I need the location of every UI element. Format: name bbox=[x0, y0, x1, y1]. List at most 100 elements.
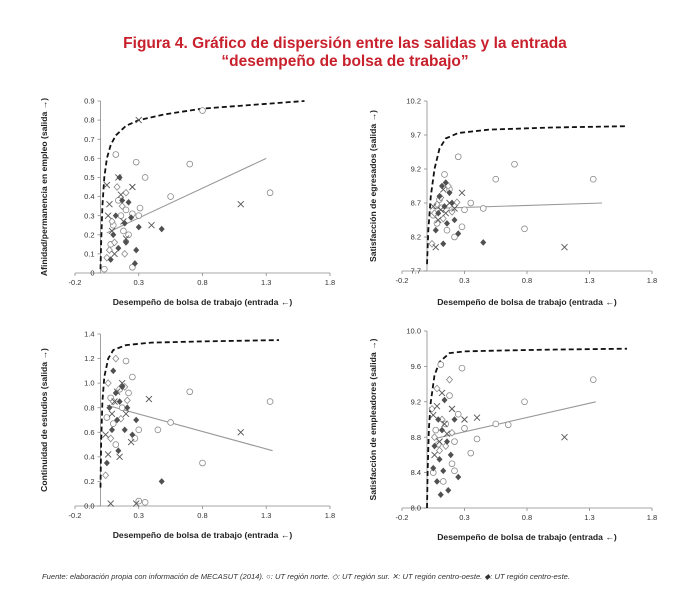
x-tick-label: 1.8 bbox=[325, 278, 335, 287]
x-tick-label: 0.8 bbox=[197, 511, 207, 520]
point-diamond-open bbox=[447, 376, 453, 383]
point-circle bbox=[168, 194, 174, 200]
point-diamond bbox=[437, 456, 443, 463]
point-circle bbox=[444, 227, 450, 233]
point-diamond bbox=[448, 452, 454, 459]
y-tick-label: 0.3 bbox=[84, 211, 94, 220]
point-circle bbox=[142, 499, 148, 505]
point-circle bbox=[459, 365, 465, 371]
y-tick-label: 0.8 bbox=[84, 403, 94, 412]
y-tick-label: 10.2 bbox=[406, 97, 421, 106]
point-diamond bbox=[117, 398, 123, 405]
point-x bbox=[562, 244, 568, 250]
point-circle bbox=[474, 436, 480, 442]
point-diamond bbox=[445, 487, 451, 494]
point-diamond bbox=[133, 417, 139, 424]
point-diamond bbox=[113, 212, 119, 219]
point-circle bbox=[522, 399, 528, 405]
point-x bbox=[149, 222, 155, 228]
y-tick-label: 0.9 bbox=[84, 97, 94, 106]
point-circle bbox=[438, 362, 444, 368]
point-diamond bbox=[442, 397, 448, 404]
point-x bbox=[238, 429, 244, 435]
y-tick-label: 0.4 bbox=[84, 452, 94, 461]
point-diamond-open bbox=[122, 251, 128, 258]
point-diamond-open bbox=[113, 355, 119, 362]
point-x bbox=[109, 411, 115, 417]
point-diamond bbox=[444, 220, 450, 227]
x-axis-label: Desempeño de bolsa de trabajo (entrada ←… bbox=[437, 532, 617, 542]
point-x bbox=[112, 251, 118, 257]
point-circle bbox=[101, 266, 107, 272]
point-circle bbox=[452, 439, 458, 445]
point-circle bbox=[449, 461, 455, 467]
y-axis-label: Satisfacción de egresados (salida →) bbox=[368, 110, 378, 262]
point-circle bbox=[104, 415, 110, 421]
y-tick-label: 0.6 bbox=[84, 154, 94, 163]
point-circle bbox=[442, 172, 448, 178]
point-diamond-open bbox=[454, 199, 460, 206]
point-circle bbox=[113, 442, 119, 448]
y-tick-label: 1.0 bbox=[84, 379, 94, 388]
point-x bbox=[129, 184, 135, 190]
point-x bbox=[238, 201, 244, 207]
point-x bbox=[430, 412, 436, 418]
point-x bbox=[474, 415, 480, 421]
point-diamond-open bbox=[124, 397, 130, 404]
scatter-charts: 00.10.20.30.40.50.60.70.80.9-0.20.30.81.… bbox=[0, 0, 690, 604]
point-circle bbox=[118, 213, 124, 219]
point-diamond bbox=[133, 247, 139, 254]
point-circle bbox=[440, 479, 446, 485]
y-tick-label: 7.7 bbox=[411, 267, 421, 276]
y-tick-label: 0 bbox=[90, 269, 94, 278]
point-circle bbox=[443, 421, 449, 427]
source-prefix: Fuente: elaboración propia con informaci… bbox=[42, 572, 201, 581]
point-circle bbox=[187, 389, 193, 395]
point-diamond bbox=[159, 226, 165, 233]
y-tick-label: 0.2 bbox=[84, 477, 94, 486]
point-diamond-open bbox=[103, 472, 109, 479]
point-circle bbox=[512, 161, 518, 167]
chart-panel-4: 8.08.48.89.29.610.0-0.20.30.81.31.8Desem… bbox=[368, 327, 657, 542]
point-diamond-open bbox=[106, 247, 112, 254]
point-circle bbox=[113, 152, 119, 158]
point-x bbox=[105, 213, 111, 219]
source-note: Fuente: elaboración propia con informaci… bbox=[42, 572, 570, 581]
point-x bbox=[462, 417, 468, 423]
point-circle bbox=[590, 377, 596, 383]
x-tick-label: 1.3 bbox=[584, 513, 594, 522]
x-tick-label: 1.3 bbox=[584, 276, 594, 285]
point-x bbox=[459, 190, 465, 196]
point-x bbox=[104, 182, 110, 188]
point-diamond bbox=[438, 491, 444, 498]
y-tick-label: 8.7 bbox=[411, 199, 421, 208]
y-tick-label: 1.2 bbox=[84, 354, 94, 363]
x-tick-label: -0.2 bbox=[69, 278, 82, 287]
x-tick-label: 1.3 bbox=[261, 278, 271, 287]
trend-line bbox=[433, 402, 596, 439]
point-diamond bbox=[159, 478, 165, 485]
point-x bbox=[105, 451, 111, 457]
y-tick-label: 0.2 bbox=[84, 230, 94, 239]
point-diamond bbox=[452, 217, 458, 224]
y-tick-label: 9.6 bbox=[411, 362, 421, 371]
y-tick-label: 0.0 bbox=[84, 502, 94, 511]
point-diamond-open bbox=[105, 380, 111, 387]
point-diamond bbox=[115, 245, 121, 252]
point-circle bbox=[462, 425, 468, 431]
point-diamond bbox=[480, 239, 486, 246]
y-tick-label: 0.1 bbox=[84, 249, 94, 258]
chart-panel-3: 0.00.20.40.60.81.01.21.4-0.20.30.81.31.8… bbox=[39, 330, 335, 540]
point-diamond bbox=[440, 241, 446, 248]
point-circle bbox=[468, 450, 474, 456]
point-circle bbox=[447, 393, 453, 399]
point-x bbox=[146, 396, 152, 402]
source-mecasut: MECASUT bbox=[201, 572, 238, 581]
point-diamond bbox=[455, 474, 461, 481]
x-tick-label: 1.8 bbox=[647, 513, 657, 522]
trend-line bbox=[107, 158, 266, 233]
point-diamond-open bbox=[123, 189, 129, 196]
point-circle bbox=[468, 200, 474, 206]
point-circle bbox=[126, 390, 132, 396]
y-tick-label: 0.4 bbox=[84, 192, 94, 201]
